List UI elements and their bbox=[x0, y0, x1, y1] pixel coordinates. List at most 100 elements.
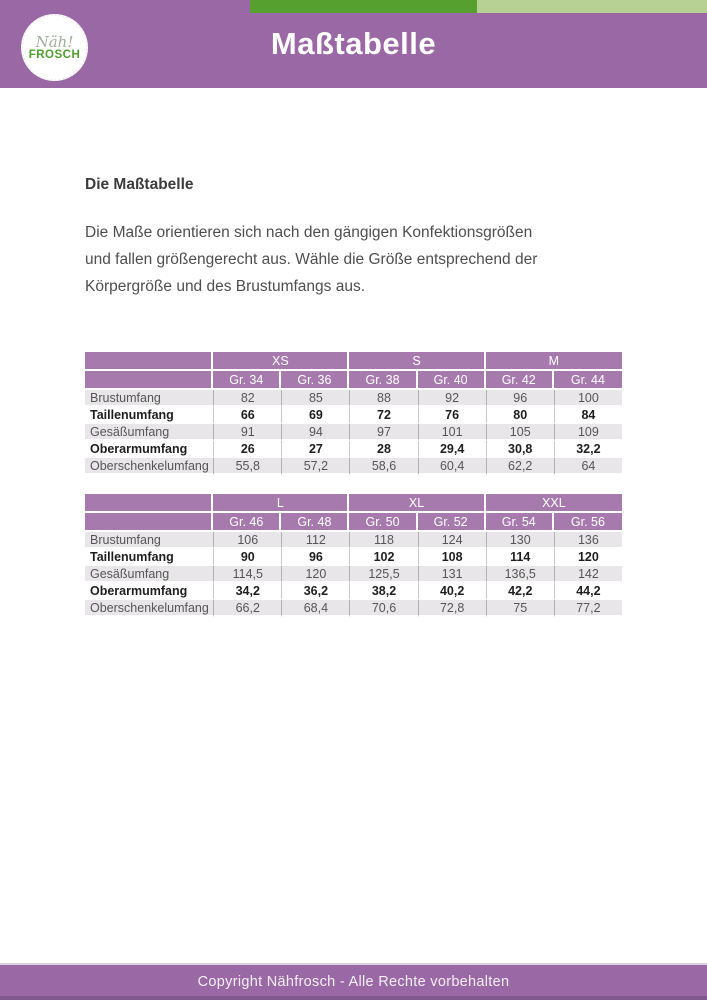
measurement-value: 28 bbox=[349, 441, 418, 458]
page-footer: Copyright Nähfrosch - Alle Rechte vorbeh… bbox=[0, 963, 707, 1000]
corner-cell bbox=[85, 494, 214, 513]
measurement-value: 120 bbox=[553, 549, 622, 566]
measurement-value: 96 bbox=[281, 549, 350, 566]
size-group-header: L bbox=[213, 494, 350, 513]
measurement-label: Oberschenkelumfang bbox=[85, 458, 214, 475]
measurement-value: 100 bbox=[553, 390, 622, 407]
measurement-row: Taillenumfang 90 96 102 108 114 120 bbox=[85, 549, 622, 566]
size-group-row: L XL XXL bbox=[85, 494, 622, 513]
measurement-value: 70,6 bbox=[349, 600, 418, 617]
measurement-value: 62,2 bbox=[485, 458, 554, 475]
size-table-l-xl-xxl: L XL XXL Gr. 46 Gr. 48 Gr. 50 Gr. 52 Gr. 54 Gr. … bbox=[85, 494, 622, 617]
measurement-value: 34,2 bbox=[213, 583, 282, 600]
measurement-value: 84 bbox=[553, 407, 622, 424]
measurement-row: Oberschenkelumfang 55,8 57,2 58,6 60,4 62,2 64 bbox=[85, 458, 622, 475]
size-column-header: Gr. 50 bbox=[349, 513, 418, 532]
measurement-value: 30,8 bbox=[485, 441, 554, 458]
measurement-value: 29,4 bbox=[417, 441, 486, 458]
measurement-value: 42,2 bbox=[485, 583, 554, 600]
measurement-value: 72 bbox=[349, 407, 418, 424]
measurement-value: 60,4 bbox=[417, 458, 486, 475]
size-group-row: XS S M bbox=[85, 352, 622, 371]
measurement-value: 26 bbox=[213, 441, 282, 458]
measurement-value: 105 bbox=[485, 424, 554, 441]
measurement-value: 130 bbox=[485, 532, 554, 549]
measurement-value: 75 bbox=[485, 600, 554, 617]
measurement-value: 106 bbox=[213, 532, 282, 549]
measurement-row: Gesäßumfang 114,5 120 125,5 131 136,5 142 bbox=[85, 566, 622, 583]
size-column-header: Gr. 42 bbox=[485, 371, 554, 390]
measurement-value: 96 bbox=[485, 390, 554, 407]
measurement-value: 57,2 bbox=[281, 458, 350, 475]
measurement-value: 112 bbox=[281, 532, 350, 549]
measurement-value: 125,5 bbox=[349, 566, 418, 583]
measurement-value: 120 bbox=[281, 566, 350, 583]
measurement-row: Oberarmumfang 34,2 36,2 38,2 40,2 42,2 44,2 bbox=[85, 583, 622, 600]
size-column-header: Gr. 48 bbox=[281, 513, 350, 532]
section-heading: Die Maßtabelle bbox=[85, 176, 194, 193]
measurement-value: 69 bbox=[281, 407, 350, 424]
measurement-label: Oberschenkelumfang bbox=[85, 600, 214, 617]
measurement-value: 72,8 bbox=[417, 600, 486, 617]
size-group-header: S bbox=[349, 352, 486, 371]
size-column-header: Gr. 54 bbox=[485, 513, 554, 532]
size-column-header: Gr. 52 bbox=[417, 513, 486, 532]
measurement-value: 66,2 bbox=[213, 600, 282, 617]
size-column-header: Gr. 44 bbox=[553, 371, 622, 390]
measurement-value: 114 bbox=[485, 549, 554, 566]
intro-paragraph: Die Maße orientieren sich nach den gängi… bbox=[85, 224, 538, 295]
measurement-value: 114,5 bbox=[213, 566, 282, 583]
measurement-value: 38,2 bbox=[349, 583, 418, 600]
size-column-header: Gr. 56 bbox=[553, 513, 622, 532]
size-column-header: Gr. 40 bbox=[417, 371, 486, 390]
measurement-value: 55,8 bbox=[213, 458, 282, 475]
header-stripe-dark-green bbox=[250, 0, 477, 13]
measurement-value: 40,2 bbox=[417, 583, 486, 600]
size-column-header: Gr. 34 bbox=[213, 371, 282, 390]
measurement-label: Taillenumfang bbox=[85, 407, 214, 424]
measurement-value: 102 bbox=[349, 549, 418, 566]
measurement-value: 82 bbox=[213, 390, 282, 407]
measurement-label: Brustumfang bbox=[85, 390, 214, 407]
measurement-label: Taillenumfang bbox=[85, 549, 214, 566]
measurement-label: Oberarmumfang bbox=[85, 441, 214, 458]
measurement-value: 101 bbox=[417, 424, 486, 441]
measurement-value: 94 bbox=[281, 424, 350, 441]
measurement-value: 36,2 bbox=[281, 583, 350, 600]
measurement-row: Oberarmumfang 26 27 28 29,4 30,8 32,2 bbox=[85, 441, 622, 458]
measurement-value: 136,5 bbox=[485, 566, 554, 583]
measurement-value: 108 bbox=[417, 549, 486, 566]
measurement-label: Brustumfang bbox=[85, 532, 214, 549]
measurement-value: 68,4 bbox=[281, 600, 350, 617]
logo-word-text: FROSCH bbox=[28, 48, 81, 61]
measurement-value: 97 bbox=[349, 424, 418, 441]
measurement-value: 44,2 bbox=[553, 583, 622, 600]
measurement-row: Brustumfang 82 85 88 92 96 100 bbox=[85, 390, 622, 407]
size-group-header: XL bbox=[349, 494, 486, 513]
measurement-value: 90 bbox=[213, 549, 282, 566]
size-group-header: XXL bbox=[485, 494, 622, 513]
measurement-value: 88 bbox=[349, 390, 418, 407]
corner-cell bbox=[85, 352, 214, 371]
size-column-header: Gr. 38 bbox=[349, 371, 418, 390]
measurement-value: 142 bbox=[553, 566, 622, 583]
measurement-value: 91 bbox=[213, 424, 282, 441]
page-header: Näh! FROSCH Maßtabelle bbox=[0, 0, 707, 88]
measurement-value: 92 bbox=[417, 390, 486, 407]
size-column-header: Gr. 46 bbox=[213, 513, 282, 532]
measurement-value: 64 bbox=[553, 458, 622, 475]
measurement-value: 77,2 bbox=[553, 600, 622, 617]
measurement-value: 76 bbox=[417, 407, 486, 424]
measurement-label: Gesäßumfang bbox=[85, 566, 214, 583]
measurement-value: 85 bbox=[281, 390, 350, 407]
measurement-row: Oberschenkelumfang 66,2 68,4 70,6 72,8 75 77,2 bbox=[85, 600, 622, 617]
page-title: Maßtabelle bbox=[270, 26, 437, 61]
corner-cell bbox=[85, 513, 214, 532]
measurement-row: Gesäßumfang 91 94 97 101 105 109 bbox=[85, 424, 622, 441]
measurement-value: 124 bbox=[417, 532, 486, 549]
corner-cell bbox=[85, 371, 214, 390]
measurement-value: 32,2 bbox=[553, 441, 622, 458]
copyright-text: Copyright Nähfrosch - Alle Rechte vorbeh… bbox=[197, 973, 510, 990]
measurement-value: 27 bbox=[281, 441, 350, 458]
size-number-row: Gr. 46 Gr. 48 Gr. 50 Gr. 52 Gr. 54 Gr. 56 bbox=[85, 513, 622, 532]
